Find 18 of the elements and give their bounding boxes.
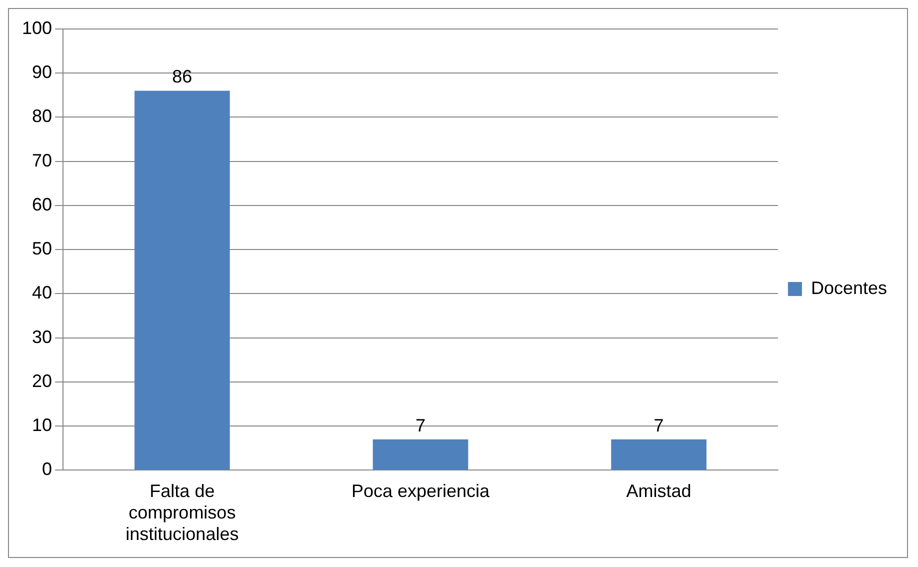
legend-label: Docentes xyxy=(810,278,888,298)
y-tick-label: 70 xyxy=(32,150,52,170)
data-label: 86 xyxy=(172,66,192,87)
y-tick-label: 100 xyxy=(22,18,52,38)
y-tick-label: 0 xyxy=(42,459,52,480)
data-label: 7 xyxy=(415,415,426,436)
y-tick-label: 90 xyxy=(32,62,52,82)
y-tick-label: 60 xyxy=(32,194,52,214)
y-tick-label: 40 xyxy=(32,282,52,303)
y-tick-label: 10 xyxy=(32,415,52,436)
x-tick-label: Poca experiencia xyxy=(351,480,491,501)
y-tick-label: 80 xyxy=(32,106,52,126)
y-tick-label: 50 xyxy=(32,238,52,259)
data-label: 7 xyxy=(654,415,664,436)
y-tick-label: 30 xyxy=(32,326,52,347)
x-tick-label: Falta de compromisos institucionales xyxy=(126,480,239,544)
x-tick-label: Amistad xyxy=(626,480,692,501)
y-tick-label: 20 xyxy=(32,370,52,391)
